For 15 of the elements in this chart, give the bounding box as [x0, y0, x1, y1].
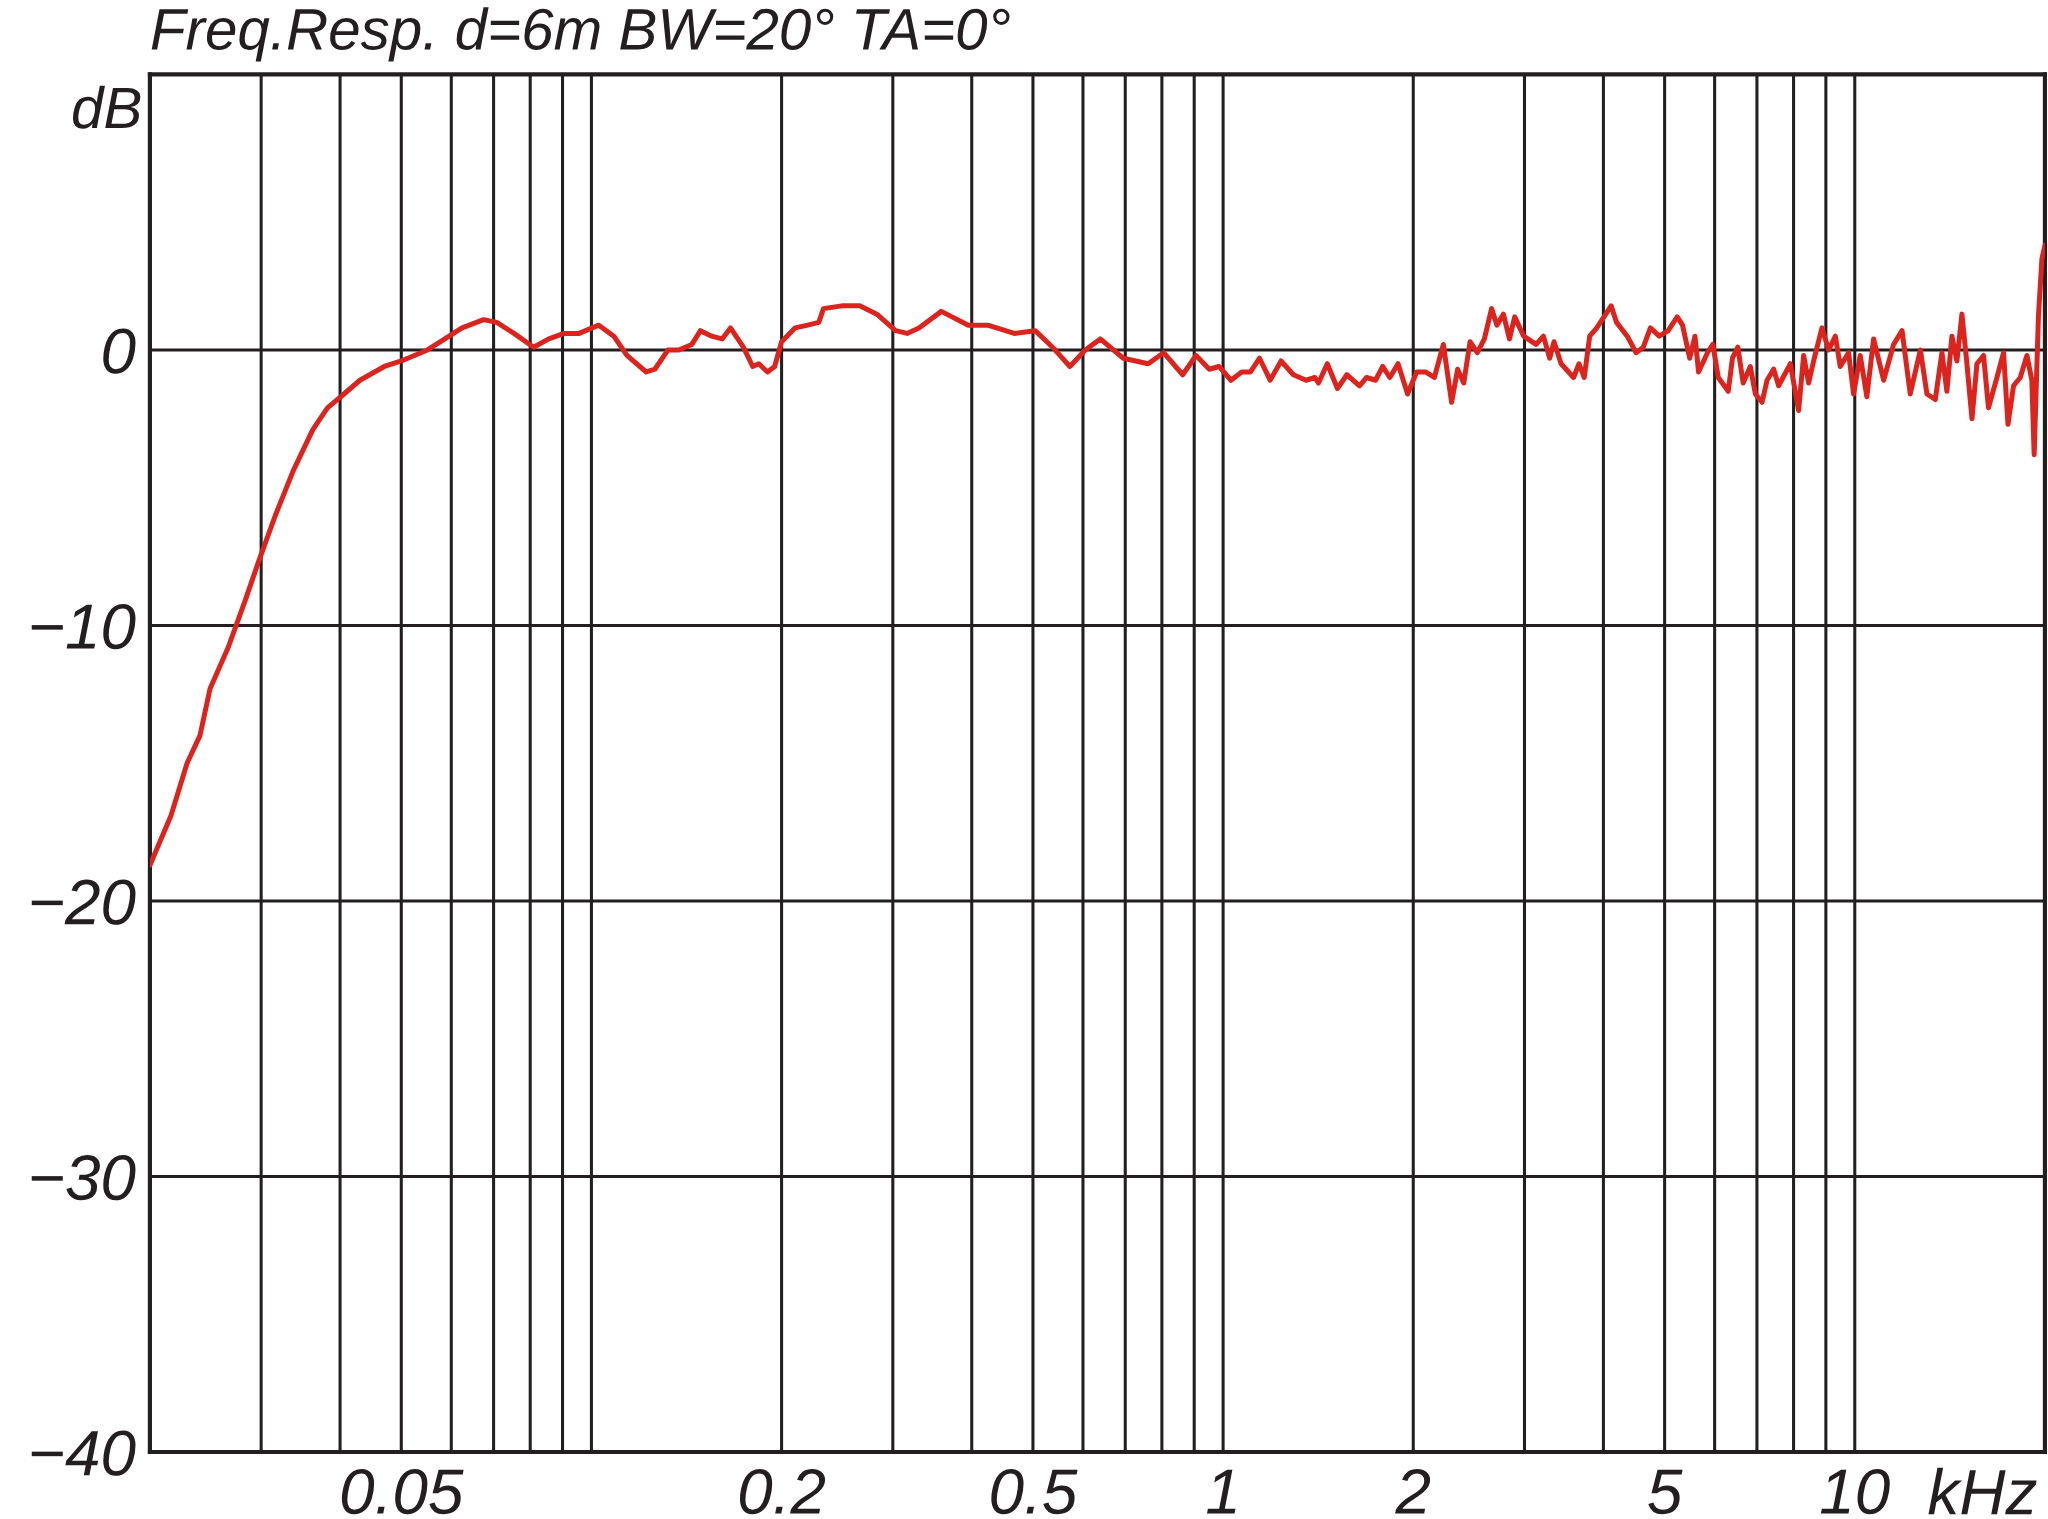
x-axis-title: kHz [1928, 1467, 2037, 1515]
y-tick-label: 0 [103, 328, 136, 374]
chart-title: Freq.Resp. d=6m BW=20° TA=0° [151, 7, 1010, 62]
x-tick-label: 10 [1820, 1468, 1890, 1515]
x-tick-label: 0.05 [341, 1468, 464, 1515]
x-tick-label: 2 [1395, 1468, 1431, 1514]
y-tick-label: −10 [31, 604, 136, 650]
x-tick-label: 0.5 [991, 1468, 1078, 1515]
y-axis-title: dB [72, 85, 141, 129]
x-tick-label: 5 [1648, 1469, 1683, 1515]
y-tick-label: −20 [31, 879, 136, 925]
y-tick-label: −40 [31, 1430, 136, 1476]
y-tick-label: −30 [31, 1155, 136, 1201]
x-tick-label: 1 [1207, 1469, 1236, 1514]
x-tick-label: 0.2 [739, 1468, 826, 1515]
